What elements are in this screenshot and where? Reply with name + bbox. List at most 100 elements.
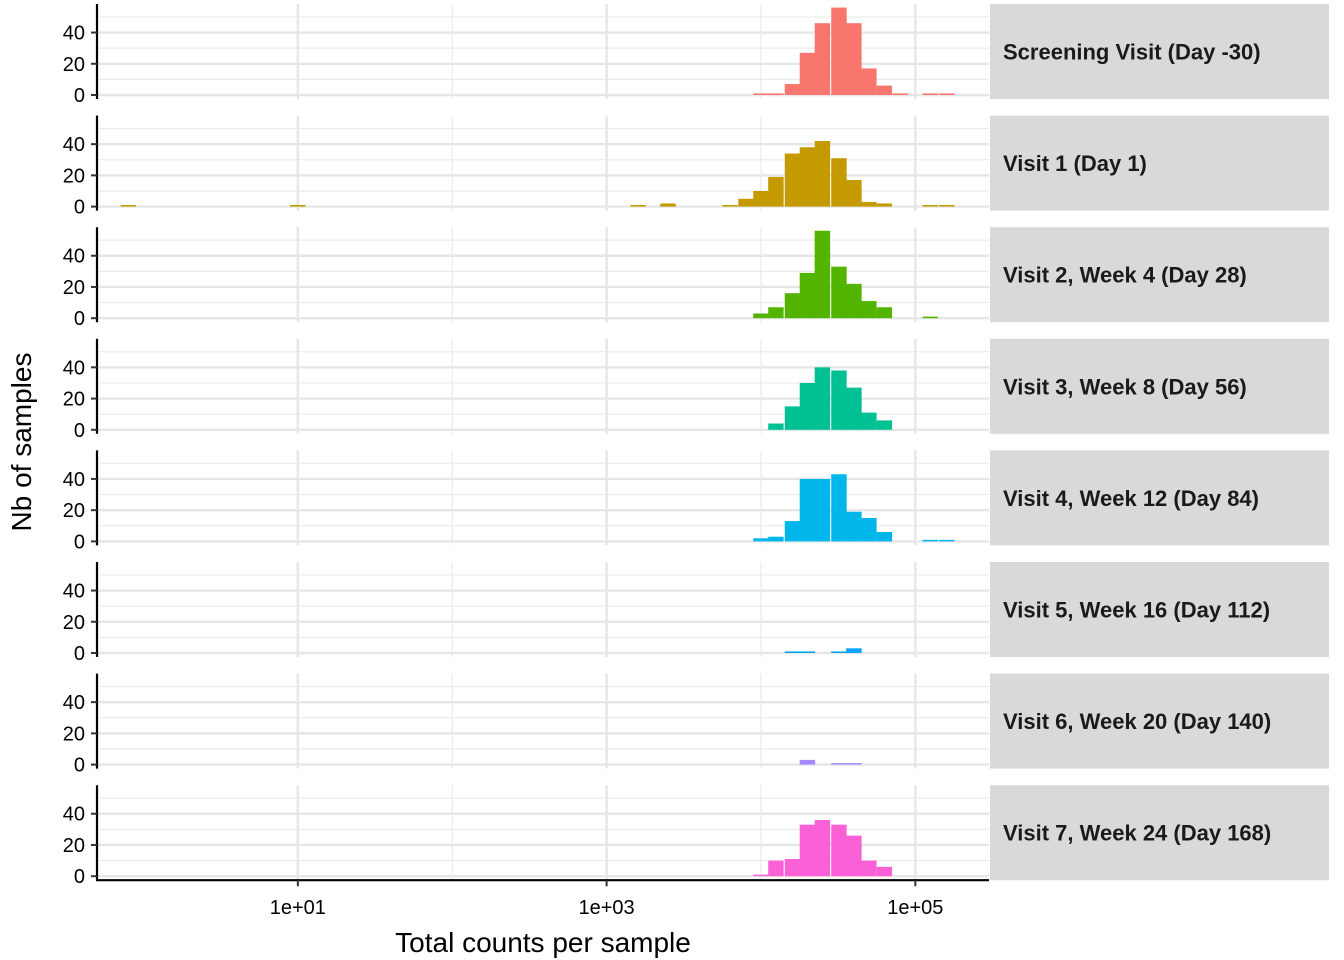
histogram-bar — [753, 874, 769, 877]
histogram-bar — [753, 93, 769, 95]
facet-strip-label: Screening Visit (Day -30) — [1003, 40, 1261, 65]
histogram-bar — [799, 478, 816, 542]
y-tick-label: 40 — [63, 581, 85, 603]
facet-panel: 0 20 40 Visit 3, Week 8 (Day 56) — [63, 338, 1329, 442]
x-tick-label: 1e+01 — [270, 897, 326, 919]
histogram-bar — [768, 307, 784, 319]
histogram-bar — [861, 517, 877, 542]
facet-strip — [990, 115, 1329, 211]
histogram-bar — [831, 370, 847, 430]
histogram-bar — [814, 141, 831, 207]
histogram-bar — [831, 266, 847, 319]
histogram-bar — [922, 316, 939, 319]
histogram-bar — [814, 819, 831, 877]
facet-strip-label: Visit 1 (Day 1) — [1003, 151, 1147, 176]
histogram-bar — [630, 205, 646, 207]
y-axis-title: Nb of samples — [6, 353, 37, 532]
histogram-bar — [784, 651, 801, 653]
histogram-bar — [876, 420, 893, 430]
histogram-bar — [861, 860, 877, 877]
histogram-bar — [846, 180, 862, 207]
histogram-bar — [831, 824, 847, 877]
facet-strip-label: Visit 7, Week 24 (Day 168) — [1003, 821, 1271, 846]
histogram-bar — [799, 382, 816, 430]
histogram-bar — [846, 387, 862, 430]
y-tick-label: 20 — [63, 612, 85, 634]
x-tick-label: 1e+03 — [579, 897, 635, 919]
y-tick-label: 20 — [63, 277, 85, 299]
y-tick-label: 40 — [63, 23, 85, 45]
histogram-bar — [753, 538, 769, 542]
histogram-bar — [922, 539, 939, 542]
histogram-bar — [861, 301, 877, 319]
histogram-bar — [892, 93, 909, 95]
histogram-bar — [784, 153, 801, 207]
facet-strip — [990, 227, 1329, 323]
histogram-bar — [939, 93, 955, 95]
histogram-bar — [799, 52, 816, 95]
histogram-bar — [876, 532, 893, 542]
y-tick-label: 0 — [74, 308, 85, 330]
y-tick-label: 40 — [63, 246, 85, 268]
y-tick-label: 0 — [74, 531, 85, 553]
facet-panel: 0 20 40 Visit 6, Week 20 (Day 140) — [63, 673, 1329, 777]
histogram-bar — [922, 93, 939, 95]
y-tick-label: 20 — [63, 389, 85, 411]
histogram-bar — [846, 648, 862, 653]
histogram-bar — [722, 205, 738, 207]
histogram-bar — [799, 272, 816, 319]
facet-panel: 0 20 40 Visit 5, Week 16 (Day 112) — [63, 562, 1329, 665]
facet-strip-label: Visit 6, Week 20 (Day 140) — [1003, 709, 1271, 734]
histogram-bar — [660, 203, 676, 207]
histogram-bar — [768, 423, 784, 430]
histogram-bar — [814, 367, 831, 430]
y-tick-label: 20 — [63, 835, 85, 857]
y-tick-label: 40 — [63, 804, 85, 826]
facet-strip-label: Visit 4, Week 12 (Day 84) — [1003, 486, 1259, 511]
histogram-bar — [784, 406, 801, 430]
y-tick-label: 0 — [74, 85, 85, 107]
facet-panel: 0 20 40 Visit 7, Week 24 (Day 168) — [63, 785, 1329, 888]
histogram-bar — [922, 205, 939, 207]
x-axis: 1e+01 1e+03 1e+05 — [96, 879, 989, 919]
y-tick-label: 40 — [63, 692, 85, 714]
histogram-bar — [846, 283, 862, 319]
facet-strip — [990, 4, 1329, 99]
y-tick-label: 40 — [63, 134, 85, 156]
histogram-bar — [753, 190, 769, 207]
histogram-bar — [939, 205, 955, 207]
y-tick-label: 20 — [63, 500, 85, 522]
histogram-bar — [939, 539, 955, 542]
histogram-bar — [120, 205, 137, 207]
facet-panel: 0 20 40 Screening Visit (Day -30) — [63, 4, 1329, 107]
y-tick-label: 20 — [63, 723, 85, 745]
facet-strip — [990, 673, 1329, 769]
histogram-bar — [831, 763, 847, 765]
histogram-bar — [861, 201, 877, 207]
x-axis-title: Total counts per sample — [395, 927, 691, 958]
histogram-bar — [814, 23, 831, 95]
facet-strip — [990, 785, 1329, 881]
histogram-bar — [831, 7, 847, 96]
facet-panel: 0 20 40 Visit 1 (Day 1) — [63, 115, 1329, 219]
facet-strip-label: Visit 2, Week 4 (Day 28) — [1003, 263, 1247, 288]
y-tick-label: 0 — [74, 755, 85, 777]
histogram-bar — [784, 84, 801, 95]
y-tick-label: 0 — [74, 866, 85, 888]
y-tick-label: 0 — [74, 420, 85, 442]
facet-strip-label: Visit 3, Week 8 (Day 56) — [1003, 374, 1247, 399]
histogram-bar — [738, 198, 754, 207]
facet-strip-label: Visit 5, Week 16 (Day 112) — [1003, 598, 1270, 623]
y-tick-label: 20 — [63, 165, 85, 187]
histogram-bar — [876, 85, 893, 95]
histogram-bar — [799, 759, 816, 765]
y-tick-label: 40 — [63, 469, 85, 491]
histogram-bar — [784, 859, 801, 877]
facet-strip — [990, 450, 1329, 546]
histogram-bar — [846, 23, 862, 95]
histogram-bar — [753, 313, 769, 319]
histogram-bar — [876, 866, 893, 877]
histogram-bar — [784, 521, 801, 542]
y-tick-label: 20 — [63, 54, 85, 76]
